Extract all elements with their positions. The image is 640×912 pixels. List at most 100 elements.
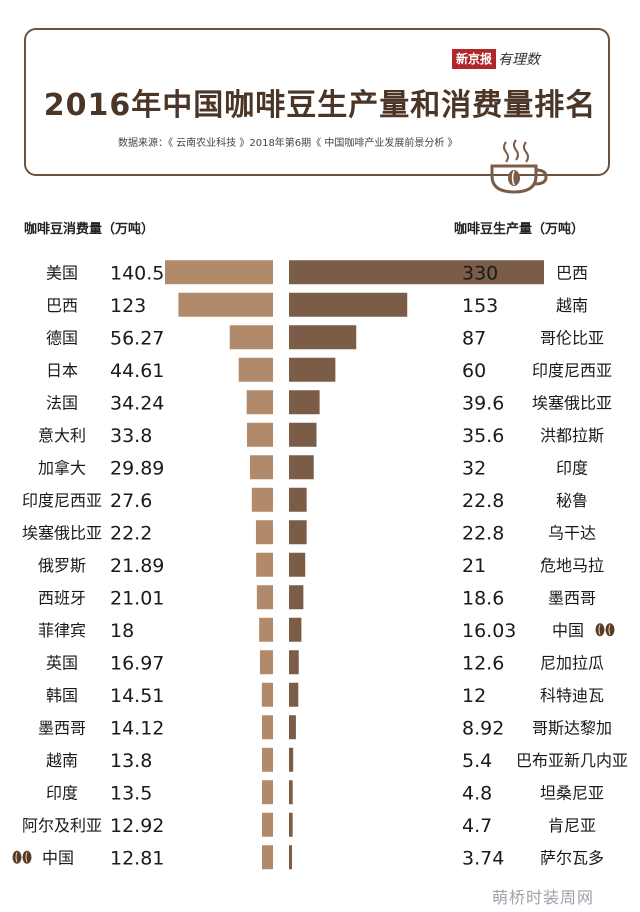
header-frame (24, 28, 610, 176)
production-bar (289, 390, 320, 415)
production-value-label: 330 (462, 262, 498, 284)
production-country-label: 科特迪瓦 (540, 686, 604, 705)
production-country-label: 印度尼西亚 (532, 361, 612, 380)
consumption-value-label: 33.8 (110, 425, 152, 447)
consumption-country-label: 法国 (46, 393, 78, 412)
production-value-label: 153 (462, 295, 498, 317)
production-value-label: 3.74 (462, 847, 504, 869)
production-value-label: 12.6 (462, 652, 504, 674)
consumption-country-label: 越南 (46, 751, 78, 770)
consumption-bar (178, 292, 273, 317)
consumption-value-label: 14.51 (110, 685, 164, 707)
production-bar (289, 780, 293, 805)
production-value-label: 87 (462, 327, 486, 349)
production-value-label: 39.6 (462, 392, 504, 414)
consumption-country-label: 日本 (46, 361, 78, 380)
production-value-label: 22.8 (462, 522, 504, 544)
consumption-bar (259, 617, 273, 642)
watermark: 萌桥时装周网 (492, 888, 595, 907)
consumption-value-label: 140.5 (110, 262, 164, 284)
consumption-country-label: 意大利 (38, 426, 86, 445)
consumption-bar (238, 357, 273, 382)
production-bar (289, 325, 357, 350)
production-value-label: 32 (462, 457, 486, 479)
production-bar (289, 682, 299, 707)
consumption-value-label: 44.61 (110, 360, 164, 382)
consumption-country-label: 德国 (46, 328, 78, 347)
brand-script: 有理数 (498, 52, 541, 68)
consumption-value-label: 21.89 (110, 555, 164, 577)
production-value-label: 16.03 (462, 620, 516, 642)
consumption-bar (229, 325, 273, 350)
production-country-label: 哥斯达黎加 (532, 718, 612, 737)
production-bar (289, 357, 336, 382)
production-bar (289, 292, 408, 317)
consumption-bar (259, 650, 273, 675)
source-note: 数据来源：《 云南农业科技 》2018年第6期《 中国咖啡产业发展前景分析 》 (118, 138, 458, 149)
production-value-label: 35.6 (462, 425, 504, 447)
consumption-country-label: 阿尔及利亚 (22, 816, 102, 835)
production-bar (289, 585, 304, 610)
production-value-label: 5.4 (462, 750, 492, 772)
production-value-label: 21 (462, 555, 486, 577)
production-bar (289, 747, 294, 772)
consumption-country-label: 巴西 (46, 296, 78, 315)
consumption-country-label: 俄罗斯 (38, 556, 86, 575)
production-country-label: 肯尼亚 (548, 816, 596, 835)
production-bar (289, 650, 299, 675)
consumption-value-label: 18 (110, 620, 134, 642)
consumption-bar (247, 422, 273, 447)
consumption-value-label: 16.97 (110, 652, 164, 674)
consumption-value-label: 34.24 (110, 392, 164, 414)
consumption-country-label: 加拿大 (38, 458, 86, 477)
consumption-country-label: 菲律宾 (38, 621, 86, 640)
consumption-bar (262, 812, 273, 837)
consumption-bar (165, 260, 273, 285)
consumption-bar (256, 552, 273, 577)
page-title: 2016年中国咖啡豆生产量和消费量排名 (43, 88, 597, 123)
production-value-label: 4.8 (462, 782, 492, 804)
production-country-label: 危地马拉 (540, 556, 604, 575)
brand-badge: 新京报 (452, 49, 497, 69)
production-value-label: 60 (462, 360, 486, 382)
consumption-country-label: 西班牙 (38, 588, 86, 607)
coffee-bean-icon (595, 623, 615, 637)
consumption-bar (251, 487, 273, 512)
production-value-label: 12 (462, 685, 486, 707)
consumption-value-label: 12.81 (110, 847, 164, 869)
consumption-axis-title: 咖啡豆消费量（万吨） (24, 222, 155, 237)
consumption-country-label: 韩国 (46, 686, 78, 705)
consumption-country-label: 英国 (46, 653, 78, 672)
consumption-value-label: 13.8 (110, 750, 152, 772)
production-bar (289, 260, 544, 285)
production-country-label: 越南 (556, 296, 588, 315)
consumption-country-label: 美国 (46, 263, 78, 282)
consumption-country-label: 印度尼西亚 (22, 491, 102, 510)
coffee-cup-icon (490, 139, 548, 194)
production-country-label: 尼加拉瓜 (540, 653, 604, 672)
production-bar (289, 845, 292, 870)
consumption-country-label: 墨西哥 (38, 718, 86, 737)
production-country-label: 巴西 (556, 263, 588, 282)
production-bar (289, 812, 293, 837)
coffee-bean-icon (12, 850, 32, 864)
production-country-label: 坦桑尼亚 (540, 783, 604, 802)
brand-logo: 新京报 有理数 (452, 48, 540, 70)
production-value-label: 4.7 (462, 815, 492, 837)
consumption-bar (262, 780, 273, 805)
production-country-label: 埃塞俄比亚 (532, 393, 612, 412)
production-country-label: 巴布亚新几内亚 (516, 751, 628, 770)
production-bar (289, 715, 296, 740)
production-bar (289, 617, 302, 642)
consumption-bar (255, 520, 273, 545)
production-value-label: 22.8 (462, 490, 504, 512)
consumption-bar (261, 682, 273, 707)
production-bar (289, 455, 314, 480)
consumption-country-label: 埃塞俄比亚 (22, 523, 102, 542)
production-value-label: 18.6 (462, 587, 504, 609)
consumption-country-label: 中国 (42, 848, 74, 867)
production-axis-title: 咖啡豆生产量（万吨） (454, 222, 585, 237)
consumption-bar (262, 747, 273, 772)
consumption-value-label: 27.6 (110, 490, 152, 512)
